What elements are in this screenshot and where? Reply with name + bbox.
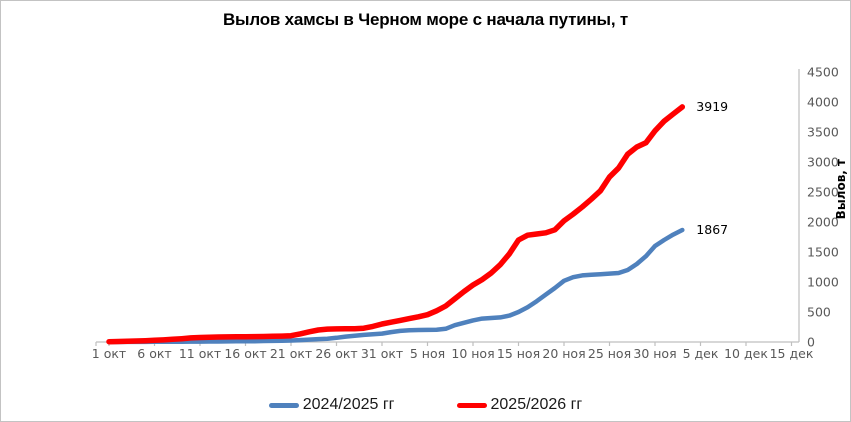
chart-title: Вылов хамсы в Черном море с начала путин…: [222, 10, 629, 29]
y-axis-title: Вылов, т: [834, 159, 848, 220]
x-tick-label: 16 окт: [224, 346, 266, 361]
x-tick-label: 10 дек: [724, 346, 768, 361]
legend-label-2024-2025: 2024/2025 гг: [302, 396, 395, 413]
legend-marker-blue-line: [268, 402, 299, 408]
y-tick-label: 500: [807, 305, 831, 320]
x-tick-label: 11 окт: [179, 346, 221, 361]
x-tick-label: 21 окт: [270, 346, 312, 361]
x-tick-label: 1 окт: [92, 346, 126, 361]
legend-item-2025-2026: 2025/2026 гг: [456, 396, 583, 414]
x-tick-label: 31 окт: [361, 346, 403, 361]
y-tick-label: 4000: [807, 95, 839, 110]
y-tick-label: 1500: [807, 245, 839, 260]
x-tick-label: 5 ноя: [410, 346, 445, 361]
x-tick-label: 5 дек: [683, 346, 719, 361]
x-tick-label: 6 окт: [137, 346, 171, 361]
series-line-2024-2025---: [106, 227, 685, 345]
legend-item-2024-2025: 2024/2025 гг: [268, 396, 395, 414]
x-tick-label: 30 ноя: [633, 346, 676, 361]
series-end-data-label: 3919: [696, 99, 728, 114]
legend-marker-red-line: [456, 402, 487, 408]
legend: 2024/2025 гг 2025/2026 гг: [1, 396, 850, 414]
y-tick-label: 4500: [807, 65, 839, 80]
y-tick-label: 1000: [807, 275, 839, 290]
series-line-2025-2026---: [106, 104, 686, 345]
y-tick-label: 3500: [807, 125, 839, 140]
x-tick-label: 15 дек: [770, 346, 814, 361]
legend-label-2025-2026: 2025/2026 гг: [490, 396, 583, 413]
x-tick-label: 15 ноя: [497, 346, 540, 361]
y-tick-label: 0: [807, 335, 815, 350]
series-end-data-label: 1867: [696, 222, 728, 237]
x-tick-label: 10 ноя: [451, 346, 494, 361]
y-tick-label: 3000: [807, 155, 839, 170]
x-tick-label: 26 окт: [315, 346, 357, 361]
y-tick-label: 2000: [807, 215, 839, 230]
y-tick-label: 2500: [807, 185, 839, 200]
x-tick-label: 20 ноя: [542, 346, 585, 361]
x-tick-label: 25 ноя: [588, 346, 631, 361]
